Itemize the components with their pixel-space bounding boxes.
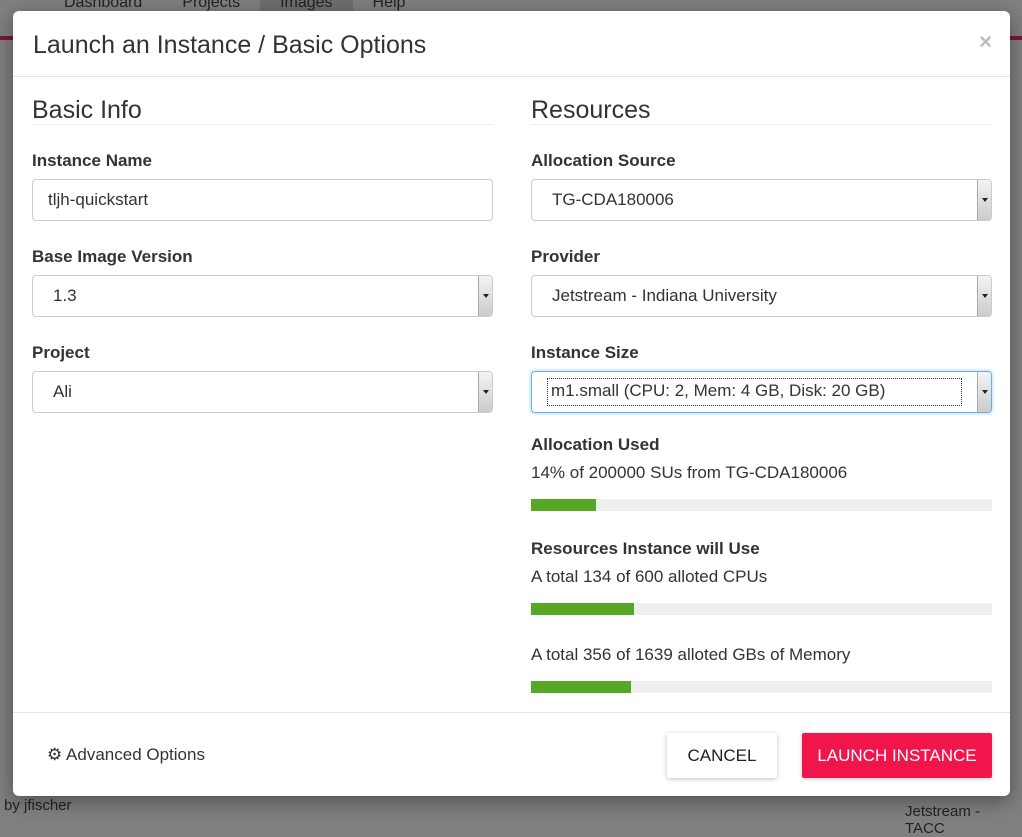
resources-section: Resources Allocation Source TG-CDA180006… [531, 95, 992, 693]
chevron-down-icon [977, 180, 991, 220]
cancel-button[interactable]: CANCEL [667, 733, 777, 778]
background-provider: Jetstream - TACC [905, 803, 981, 837]
modal-title: Launch an Instance / Basic Options [33, 31, 427, 59]
modal-footer: ⚙ Advanced Options CANCEL LAUNCH INSTANC… [13, 712, 1010, 796]
memory-usage-bar [531, 681, 992, 693]
memory-usage-text: A total 356 of 1639 alloted GBs of Memor… [531, 645, 851, 664]
progress-fill [531, 499, 596, 511]
select-value: 1.3 [53, 286, 77, 305]
background-nav: Dashboard Projects Images Help [44, 0, 425, 14]
project-label: Project [32, 343, 90, 362]
cpu-usage-bar [531, 603, 992, 615]
provider-select[interactable]: Jetstream - Indiana University [531, 275, 992, 317]
allocation-used-text: 14% of 200000 SUs from TG-CDA180006 [531, 463, 848, 482]
project-select[interactable]: Ali [32, 371, 493, 413]
allocation-source-label: Allocation Source [531, 151, 676, 170]
instance-size-select[interactable]: m1.small (CPU: 2, Mem: 4 GB, Disk: 20 GB… [531, 371, 992, 413]
resources-heading: Resources [531, 95, 992, 125]
base-image-version-label: Base Image Version [32, 247, 193, 266]
select-value: Jetstream - Indiana University [552, 286, 777, 305]
cpu-usage-text: A total 134 of 600 alloted CPUs [531, 567, 768, 586]
basic-info-section: Basic Info Instance Name tljh-quickstart… [32, 95, 493, 413]
gear-icon: ⚙ [47, 745, 63, 764]
modal-header: Launch an Instance / Basic Options × [13, 11, 1010, 77]
instance-name-label: Instance Name [32, 151, 152, 170]
basic-info-heading: Basic Info [32, 95, 493, 125]
close-icon[interactable]: × [979, 29, 992, 54]
base-image-version-select[interactable]: 1.3 [32, 275, 493, 317]
instance-size-label: Instance Size [531, 343, 639, 362]
chevron-down-icon [478, 276, 492, 316]
chevron-down-icon [977, 276, 991, 316]
nav-help: Help [372, 0, 406, 11]
nav-projects: Projects [182, 0, 241, 11]
chevron-down-icon [478, 372, 492, 412]
advanced-options-link[interactable]: ⚙ Advanced Options [47, 745, 205, 765]
allocation-used-bar [531, 499, 992, 511]
chevron-down-icon [977, 372, 991, 412]
allocation-used-label: Allocation Used [531, 435, 660, 454]
instance-name-input[interactable]: tljh-quickstart [32, 179, 493, 221]
advanced-options-label: Advanced Options [66, 745, 205, 764]
select-value: TG-CDA180006 [552, 190, 674, 209]
launch-instance-modal: Launch an Instance / Basic Options × Bas… [13, 11, 1010, 796]
nav-dashboard: Dashboard [64, 0, 143, 11]
progress-fill [531, 603, 634, 615]
provider-label: Provider [531, 247, 600, 266]
select-value: Ali [53, 382, 72, 401]
select-value: m1.small (CPU: 2, Mem: 4 GB, Disk: 20 GB… [547, 378, 962, 406]
launch-instance-button[interactable]: LAUNCH INSTANCE [802, 733, 992, 778]
progress-fill [531, 681, 632, 693]
nav-images: Images [260, 0, 353, 14]
background-author: by jfischer [4, 797, 72, 814]
instance-use-label: Resources Instance will Use [531, 539, 760, 558]
allocation-source-select[interactable]: TG-CDA180006 [531, 179, 992, 221]
